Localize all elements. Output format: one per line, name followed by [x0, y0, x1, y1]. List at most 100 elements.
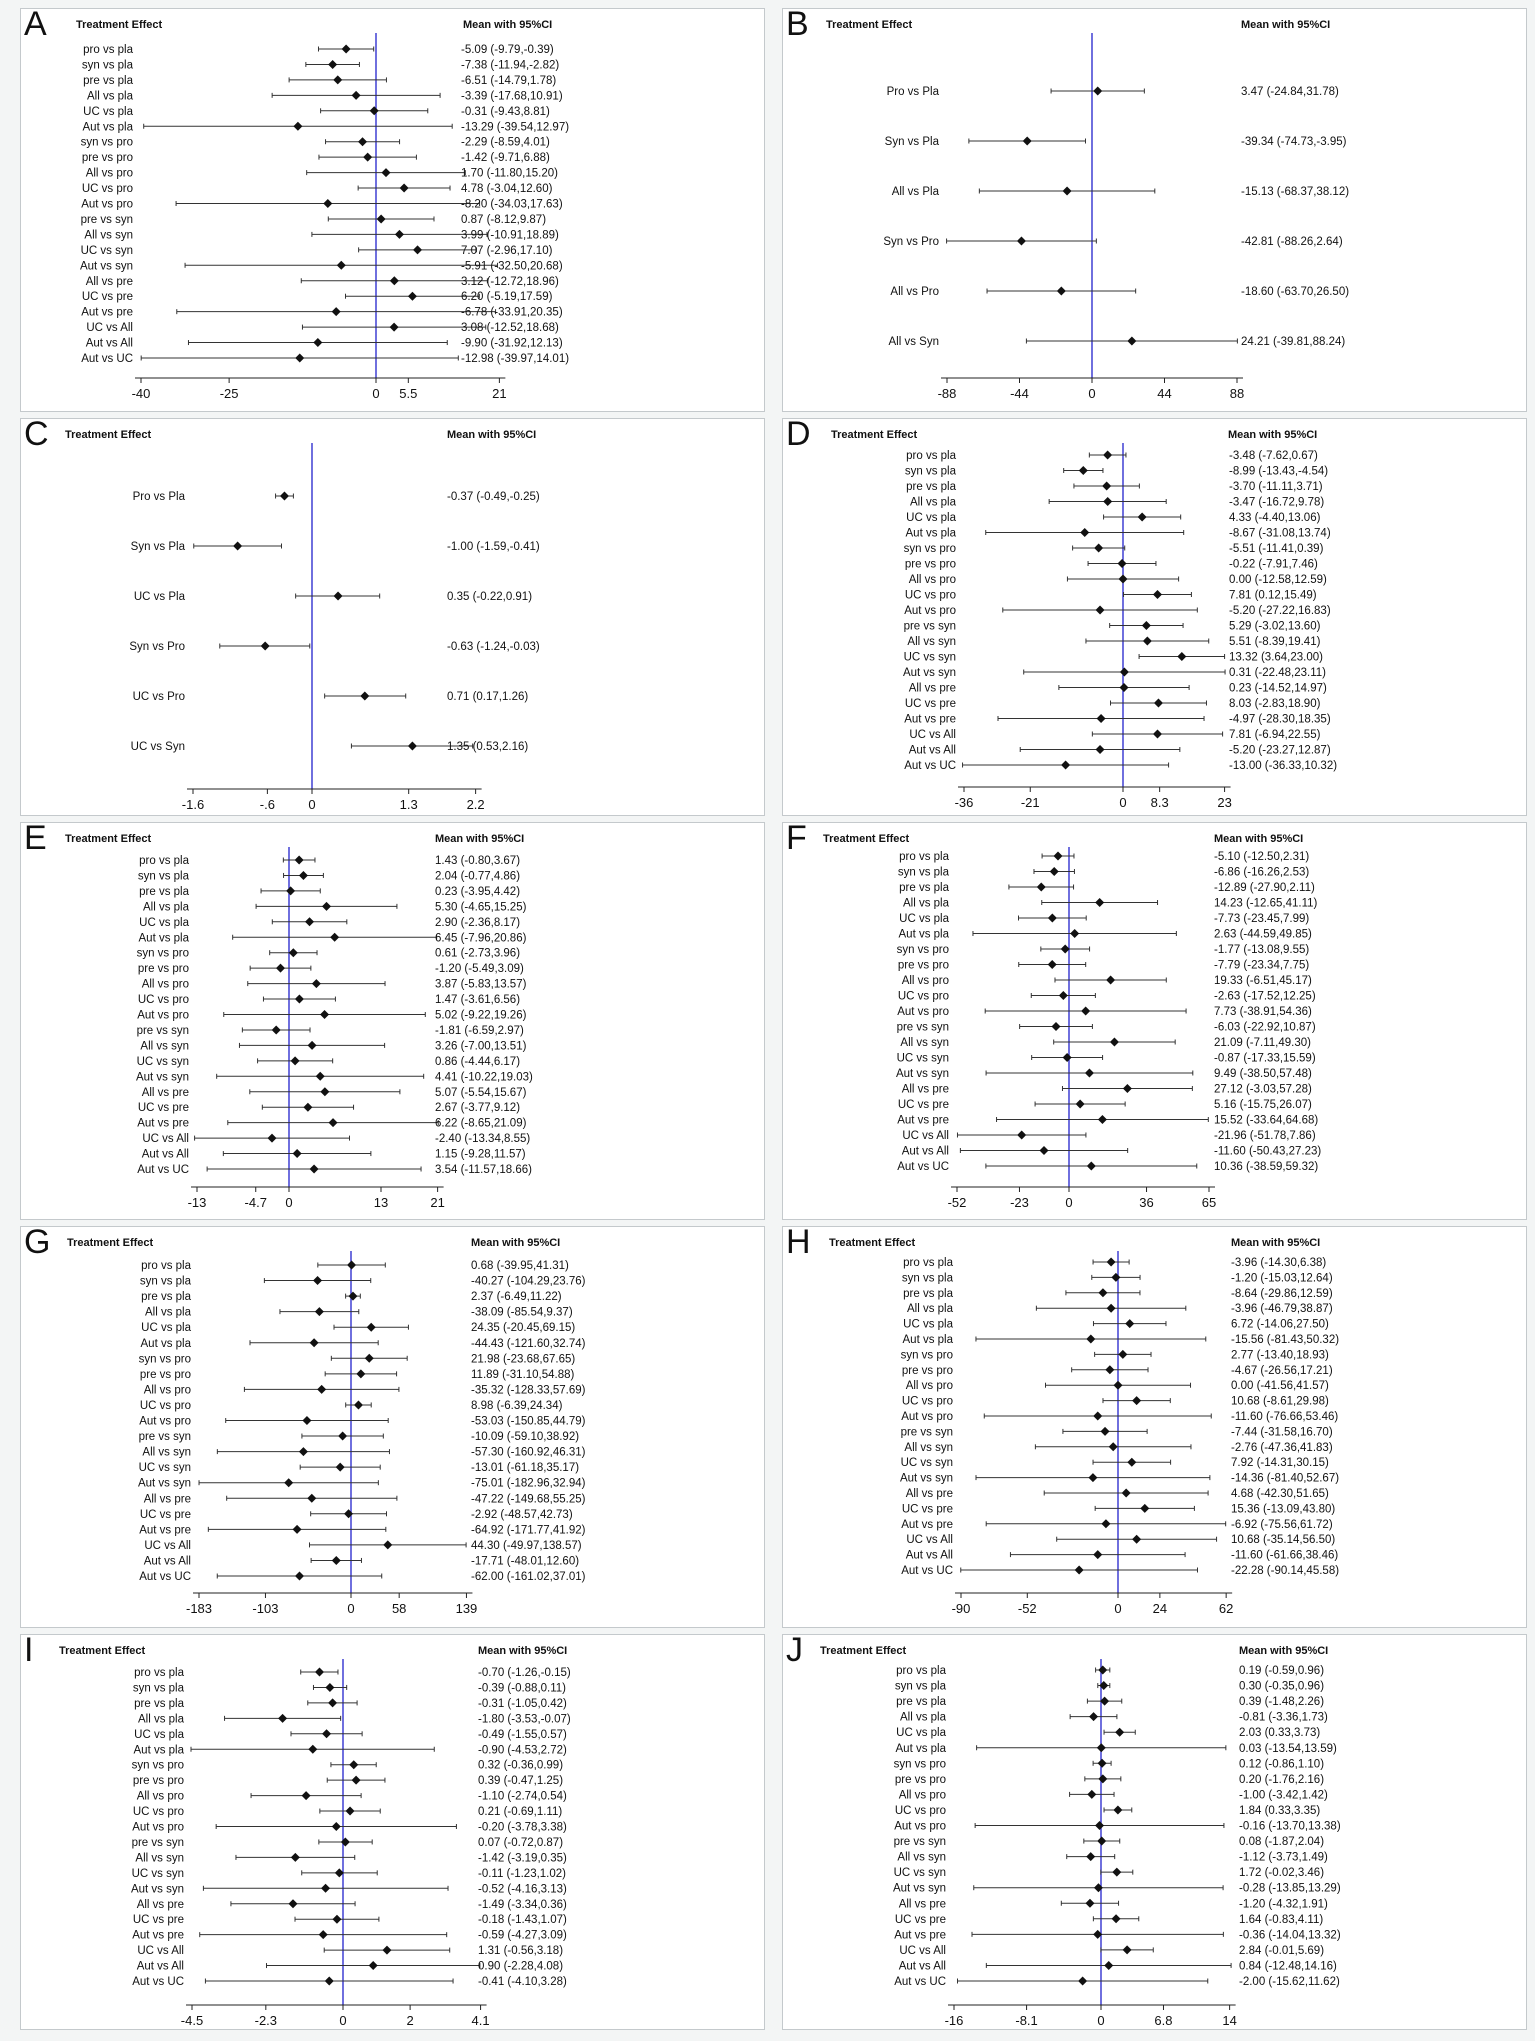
row-ci-text: -0.81 (-3.36,1.73) — [1239, 1712, 1328, 1724]
mean-point — [1111, 1914, 1121, 1924]
row-ci-text: 1.72 (-0.02,3.46) — [1239, 1867, 1324, 1879]
row-ci-text: 44.30 (-49.97,138.57) — [471, 1540, 582, 1552]
panel-letter: G — [24, 1226, 51, 1261]
mean-point — [292, 1149, 302, 1159]
forest-plot-svg: -183 -103 0 58 139 pro vs pla 0.68 (-39.95,41.… — [138, 1251, 586, 1616]
row-ci-text: -6.78 (-33.91,20.35) — [461, 307, 563, 319]
row-ci-text: -2.76 (-47.36,41.83) — [1231, 1442, 1333, 1454]
mean-point — [313, 338, 323, 348]
row-label: UC vs All — [906, 1534, 953, 1546]
row-label: Aut vs pre — [897, 1115, 949, 1127]
row-ci-text: -5.20 (-23.27,12.87) — [1229, 745, 1331, 757]
header-mean-ci: Mean with 95%CI — [1239, 1645, 1329, 1657]
forest-plot-svg: -13 -4.7 0 13 21 pro vs pla 1.43 (-0.80,3.67) s… — [136, 847, 533, 1210]
header-mean-ci: Mean with 95%CI — [471, 1237, 561, 1249]
header-mean-ci: Mean with 95%CI — [435, 833, 525, 845]
row-ci-text: 0.07 (-0.72,0.87) — [478, 1837, 563, 1849]
row-label: UC vs pro — [138, 994, 189, 1006]
row-ci-text: 8.03 (-2.83,18.90) — [1229, 698, 1321, 710]
row-label: Aut vs pro — [132, 1822, 184, 1834]
row-label: UC vs syn — [894, 1867, 946, 1879]
row-ci-text: 0.00 (-41.56,41.57) — [1231, 1380, 1329, 1392]
mean-point — [302, 1416, 312, 1425]
mean-point — [1078, 1976, 1088, 1986]
row-label: UC vs pro — [140, 1400, 191, 1412]
row-label: UC vs pro — [898, 991, 949, 1003]
x-tick-label: 21 — [492, 386, 506, 401]
row-ci-text: -13.01 (-61.18,35.17) — [471, 1462, 579, 1474]
row-ci-text: -0.39 (-0.88,0.11) — [478, 1682, 566, 1694]
row-label: All vs syn — [907, 636, 956, 648]
mean-point — [1113, 1805, 1123, 1815]
mean-point — [293, 121, 303, 131]
row-label: UC vs pro — [905, 590, 956, 602]
row-ci-text: -57.30 (-160.92,46.31) — [471, 1447, 586, 1459]
mean-point — [295, 1571, 305, 1581]
mean-point — [368, 1961, 378, 1971]
mean-point — [341, 44, 351, 54]
row-ci-text: -17.71 (-48.01,12.60) — [471, 1555, 579, 1567]
row-label: pro vs pla — [896, 1665, 946, 1677]
mean-point — [294, 994, 304, 1004]
row-ci-text: -2.00 (-15.62,11.62) — [1239, 1976, 1340, 1988]
row-label: UC vs syn — [897, 1053, 949, 1065]
row-ci-text: 15.36 (-13.09,43.80) — [1231, 1503, 1335, 1515]
x-tick-label: -1.6 — [182, 797, 204, 812]
x-tick-label: -52 — [1018, 1601, 1037, 1616]
mean-point — [1097, 1758, 1107, 1768]
row-label: Aut vs pla — [141, 1338, 192, 1350]
row-label: UC vs pro — [895, 1805, 946, 1817]
row-label: UC vs pla — [83, 106, 133, 118]
forest-plot-panel-h: H Treatment Effect Mean with 95%CI -90 -52 0 2… — [782, 1226, 1527, 1628]
row-ci-text: 1.84 (0.33,3.35) — [1239, 1805, 1320, 1817]
mean-point — [1118, 1349, 1128, 1359]
forest-plot-svg: -16 -8.1 0 6.8 14 pro vs pla 0.19 (-0.59,0.96)… — [893, 1659, 1341, 2028]
mean-point — [1122, 1945, 1132, 1955]
row-label: All vs syn — [904, 1442, 953, 1454]
header-treatment-effect: Treatment Effect — [820, 1645, 907, 1657]
mean-point — [1122, 1084, 1132, 1093]
row-ci-text: 2.63 (-44.59,49.85) — [1214, 929, 1312, 941]
mean-point — [1053, 851, 1063, 861]
mean-point — [336, 260, 346, 270]
row-ci-text: -5.91 (-32.50,20.68) — [461, 260, 563, 272]
row-label: All vs pre — [142, 1087, 189, 1099]
row-ci-text: 5.30 (-4.65,15.25) — [435, 901, 527, 913]
panel-letter: A — [24, 8, 47, 43]
row-ci-text: 0.84 (-12.48,14.16) — [1239, 1960, 1337, 1972]
row-ci-text: -6.51 (-14.79,1.78) — [461, 75, 556, 87]
row-ci-text: -5.51 (-11.41,0.39) — [1229, 543, 1324, 555]
x-tick-label: -13 — [188, 1195, 207, 1210]
row-label: pro vs pla — [903, 1257, 953, 1269]
row-label: Aut vs syn — [131, 1883, 184, 1895]
mean-point — [308, 1744, 318, 1754]
row-ci-text: -47.22 (-149.68,55.25) — [471, 1493, 586, 1505]
row-ci-text: 21.09 (-7.11,49.30) — [1214, 1037, 1311, 1049]
row-label: pre vs syn — [137, 1025, 189, 1037]
x-tick-label: -8.1 — [1015, 2013, 1037, 2028]
mean-point — [1089, 1712, 1099, 1722]
x-tick-label: 0 — [1065, 1195, 1072, 1210]
row-ci-text: -1.12 (-3.73,1.49) — [1239, 1852, 1328, 1864]
x-tick-label: -40 — [132, 386, 151, 401]
mean-point — [353, 1400, 363, 1410]
forest-plot-panel-i: I Treatment Effect Mean with 95%CI -4.5 -2.3… — [20, 1634, 765, 2030]
row-ci-text: -13.00 (-36.33,10.32) — [1229, 760, 1337, 772]
mean-point — [1060, 944, 1070, 954]
x-tick-label: -183 — [186, 1601, 212, 1616]
row-ci-text: 10.68 (-35.14,56.50) — [1231, 1534, 1335, 1546]
row-label: Aut vs All — [909, 745, 956, 757]
row-ci-text: -2.40 (-13.34,8.55) — [435, 1133, 530, 1145]
row-ci-text: 7.81 (-6.94,22.55) — [1229, 729, 1321, 741]
row-ci-text: -1.00 (-3.42,1.42) — [1239, 1789, 1328, 1801]
mean-point — [295, 353, 305, 363]
row-ci-text: -8.64 (-29.86,12.59) — [1231, 1288, 1333, 1300]
row-label: UC vs syn — [81, 245, 133, 257]
mean-point — [383, 1540, 393, 1550]
row-ci-text: 2.90 (-2.36,8.17) — [435, 917, 520, 929]
mean-point — [276, 963, 286, 973]
row-label: Aut vs pro — [904, 605, 956, 617]
row-label: pro vs pla — [899, 851, 949, 863]
row-label: All vs pre — [899, 1898, 946, 1910]
row-label: pre vs pro — [898, 960, 949, 972]
